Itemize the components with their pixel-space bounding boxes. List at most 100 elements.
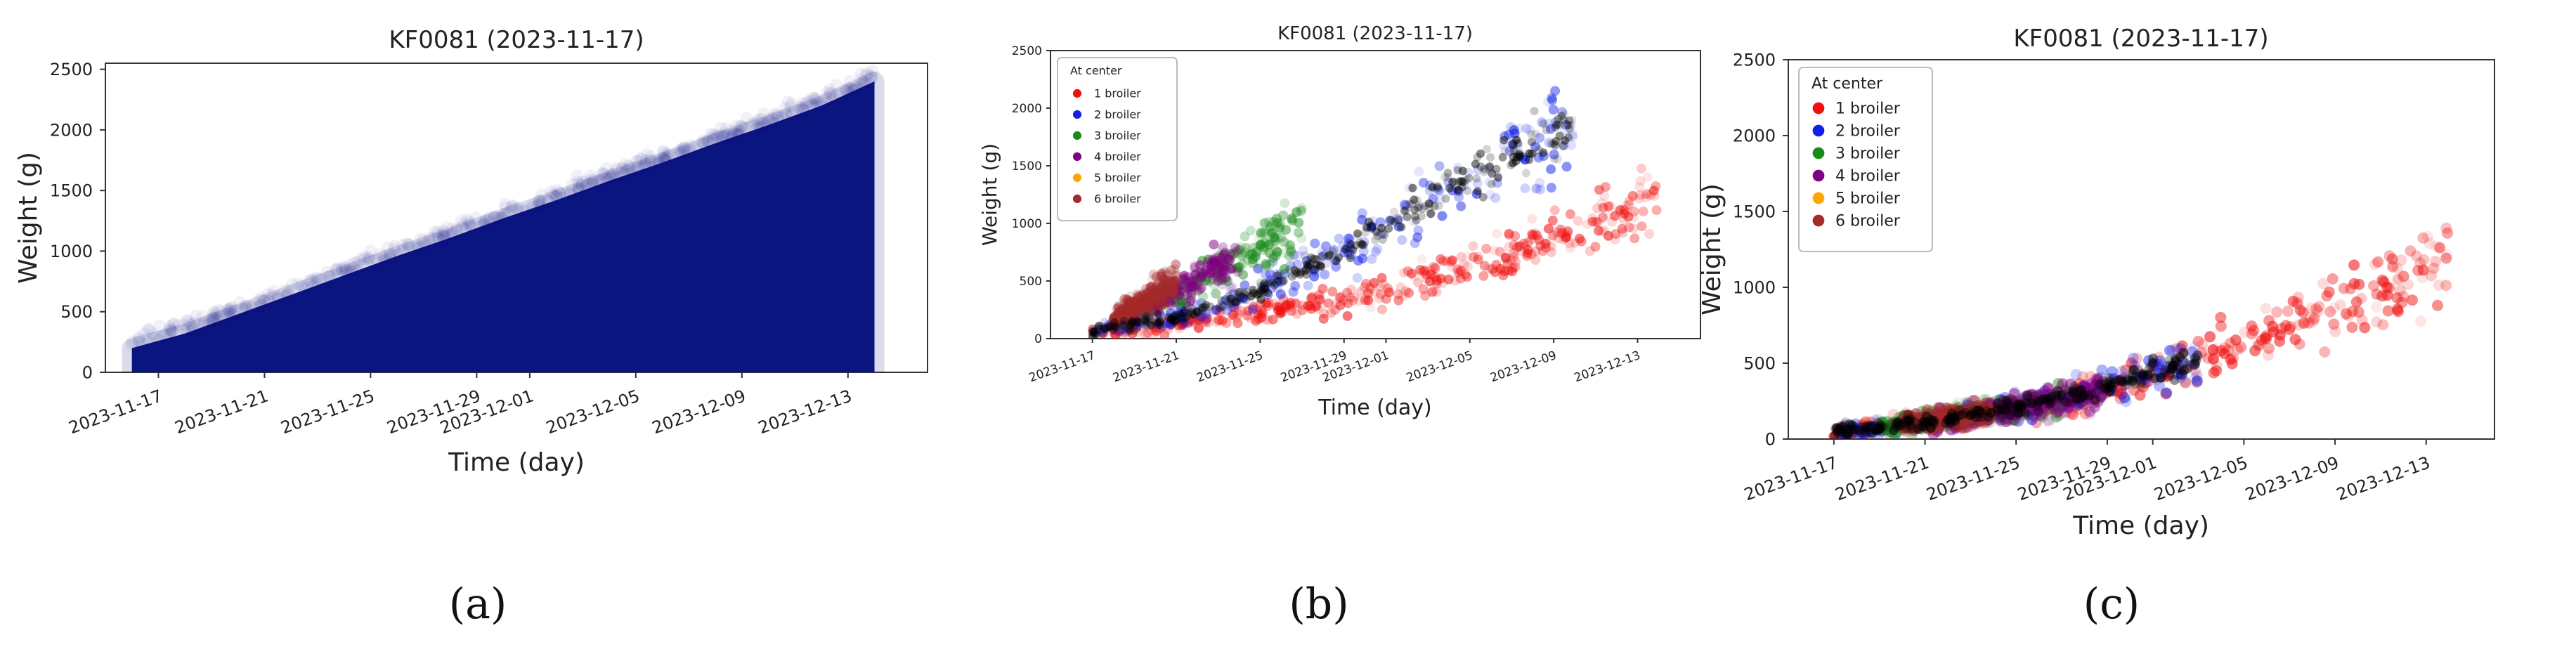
data-point [1154,318,1163,327]
data-point [2142,372,2152,383]
data-point [1237,259,1248,269]
data-point [1492,228,1502,239]
data-point [2188,341,2200,353]
data-point [1217,255,1228,266]
data-point [1554,132,1563,140]
data-point [1860,423,1871,433]
data-point [585,173,599,186]
data-point [1635,176,1646,186]
data-point [402,242,415,255]
data-point [2165,368,2175,379]
data-point [2197,338,2209,350]
data-point [1232,247,1243,258]
data-point [2037,394,2047,405]
data-point [1901,419,1911,430]
data-point [1243,306,1254,316]
data-point [2167,362,2178,373]
data-point [706,131,720,144]
x-tick-label: 2023-11-21 [1111,348,1181,386]
data-point [1532,230,1542,241]
data-point [1481,244,1492,254]
data-point [1947,411,1958,421]
data-point [2001,396,2012,406]
data-point [1274,223,1284,233]
data-point [261,294,275,308]
data-point [1192,307,1201,316]
data-point [1434,161,1445,171]
data-point [2139,373,2151,385]
data-point [1176,295,1186,306]
data-point [865,70,878,84]
data-point [750,115,764,129]
data-point [594,174,607,188]
data-point [2371,301,2383,313]
data-point [1196,282,1206,293]
data-point [592,174,606,187]
data-point [1300,251,1309,260]
data-point [1296,270,1305,279]
data-point [1447,255,1457,266]
data-point [1145,304,1155,314]
data-point [1834,423,1845,433]
data-point [1853,426,1865,438]
data-point [1155,320,1164,329]
data-point [1141,320,1150,329]
data-point [843,75,857,89]
data-point [2353,278,2365,290]
data-point [807,91,820,104]
data-point [450,222,464,235]
data-point [1225,299,1234,308]
data-point [494,211,507,225]
data-point [1341,244,1350,254]
data-point [2184,356,2194,367]
data-point [587,174,600,187]
data-point [142,324,155,337]
data-point [1992,403,2003,413]
data-point [796,101,809,115]
data-point [584,169,597,182]
data-point [2282,306,2294,317]
data-point [609,171,623,184]
data-point [1553,233,1563,244]
x-axis-ticks-a: 2023-11-17 2023-11-21 2023-11-25 2023-11-29… [66,372,854,438]
legend-label: 2 broiler [1094,108,1141,122]
data-point [1292,207,1302,217]
data-point [2347,306,2359,318]
data-point [1843,429,1854,439]
data-point [1298,245,1308,256]
data-point [1220,247,1230,258]
data-point [423,231,436,244]
data-point [1510,231,1521,241]
data-point [793,100,806,114]
data-point [532,194,545,207]
data-point [678,141,691,155]
data-point [1994,412,2006,424]
data-point [1261,260,1272,270]
data-point [532,198,545,211]
data-point [1312,255,1321,264]
data-point [2207,353,2219,365]
data-point [1856,419,1868,431]
scatter-marks-c [1828,222,2454,439]
data-point [2064,378,2076,390]
data-point [737,122,750,135]
x-axis-ticks-c: 2023-11-172023-11-212023-11-252023-11-29… [1741,439,2433,504]
data-point [1362,223,1371,232]
data-point [1412,232,1423,242]
data-point [2049,403,2061,415]
data-point [1506,255,1516,266]
data-point [1178,314,1187,323]
data-point [403,238,416,251]
data-point [534,194,547,207]
data-point [1601,182,1611,192]
data-point [1484,164,1495,174]
data-point [1999,392,2011,403]
data-point [519,203,532,216]
data-point [864,70,877,83]
data-point [2391,262,2403,274]
data-point [1328,247,1337,256]
data-point [1514,241,1525,251]
data-point [345,266,358,279]
data-point [197,318,211,332]
